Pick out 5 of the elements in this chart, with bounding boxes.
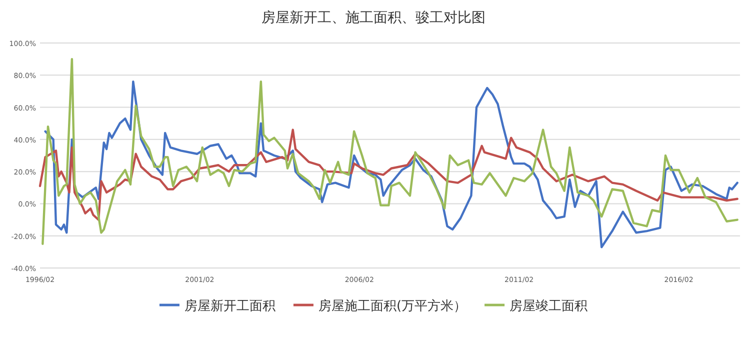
legend-label: 房屋施工面积(万平方米） (318, 298, 467, 314)
legend-label: 房屋竣工面积 (510, 298, 588, 314)
legend-label: 房屋新开工面积 (184, 298, 276, 314)
chart-title: 房屋新开工、施工面积、骏工对比图 (262, 10, 486, 26)
line-series (38, 128, 738, 221)
